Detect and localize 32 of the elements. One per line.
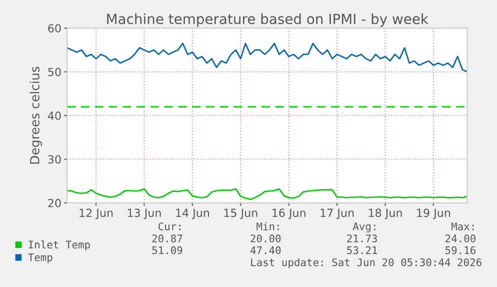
text: 20.87 (152, 234, 182, 242)
text: 51.09 (152, 246, 182, 254)
y-tick-label: 40 (48, 111, 61, 120)
line-series (67, 188, 468, 200)
y-tick-label: 60 (48, 24, 61, 33)
x-tick-label: 16 Jun (272, 208, 306, 220)
text: 47.40 (250, 246, 281, 254)
legend-label: Temp (28, 254, 52, 264)
y-tick-label: 30 (48, 155, 61, 164)
text: 53.21 (347, 246, 378, 254)
y-tick-label: 20 (48, 198, 61, 208)
text: Last update: Sat Jun 20 05:30:44 2026 (251, 258, 482, 268)
y-tick-label: 50 (48, 68, 61, 76)
legend-label: Inlet Temp (28, 240, 90, 251)
x-tick-label: 12 Jun (80, 208, 113, 220)
x-tick-label: 15 Jun (224, 208, 258, 220)
chart-title: Machine temperature based on IPMI - by week (107, 13, 428, 27)
x-tick-label: 18 Jun (368, 208, 402, 220)
text: 59.16 (446, 246, 476, 254)
text: 20.00 (250, 234, 281, 242)
x-tick-label: 14 Jun (176, 208, 209, 220)
line-series (67, 42, 468, 73)
x-tick-label: 13 Jun (128, 208, 161, 220)
text: Cur: (158, 222, 180, 230)
x-tick-label: 19 Jun (417, 208, 450, 220)
text: 24.00 (446, 234, 476, 242)
text: Min: (256, 222, 279, 230)
text: 21.73 (347, 234, 377, 242)
text: Avg: (352, 222, 376, 232)
y-axis-title: Degrees celcius (30, 66, 42, 164)
text: Max: (451, 222, 474, 230)
x-tick-label: 17 Jun (320, 208, 354, 220)
